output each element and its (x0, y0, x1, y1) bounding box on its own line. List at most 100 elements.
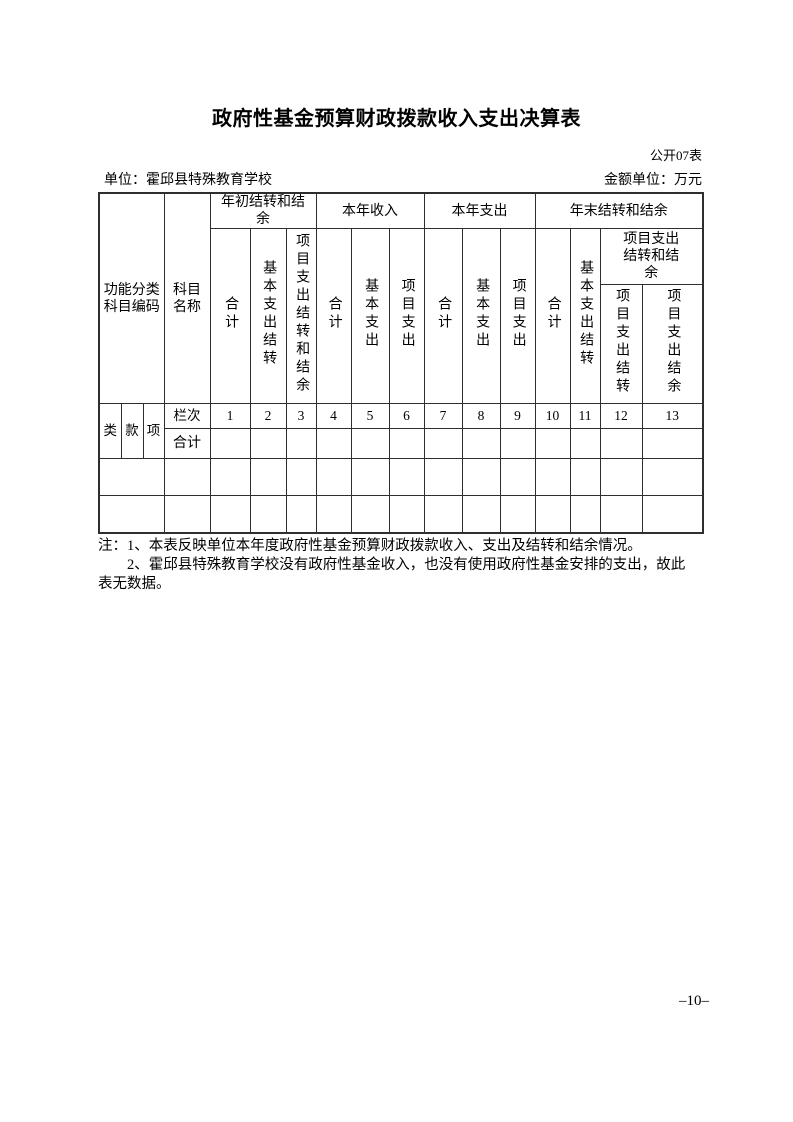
empty-data-cell (499, 495, 536, 534)
column-number-6: 6 (388, 403, 425, 430)
header-col-income-basic: 基本支出 (350, 228, 390, 405)
header-col-yearend-total-text: 合计 (545, 295, 561, 332)
document-title: 政府性基金预算财政拨款收入支出决算表 (212, 108, 581, 130)
empty-data-cell (423, 458, 463, 497)
row-label-total: 合计 (163, 428, 211, 460)
header-col-income-total-text: 合计 (326, 295, 342, 332)
empty-data-cell (423, 495, 463, 534)
header-col-beginning-total: 合计 (209, 228, 251, 405)
column-number-13: 13 (641, 403, 704, 430)
empty-data-cell (534, 428, 571, 460)
empty-data-cell (209, 428, 251, 460)
empty-data-cell (599, 495, 643, 534)
empty-data-cell (388, 458, 425, 497)
empty-data-cell (569, 495, 601, 534)
empty-data-cell (423, 428, 463, 460)
code-col-lei: 类 (98, 403, 122, 460)
empty-data-cell (534, 495, 571, 534)
header-col-yearend-project-surplus-text: 项目支出结余 (665, 287, 681, 396)
empty-data-cell (569, 428, 601, 460)
column-number-12: 12 (599, 403, 643, 430)
header-col-income-project-text: 项目支出 (399, 277, 415, 350)
header-col-yearend-basic-carryover: 基本支出结转 (569, 228, 601, 405)
header-subgroup-project-balance: 项目支出 结转和结 余 (599, 228, 704, 286)
column-number-3: 3 (285, 403, 317, 430)
column-number-4: 4 (315, 403, 352, 430)
empty-data-cell (315, 495, 352, 534)
header-col-beginning-basic-carryover-text: 基本支出结转 (261, 259, 277, 368)
header-col-expenditure-basic: 基本支出 (461, 228, 501, 405)
header-group-current-expenditure: 本年支出 (423, 192, 536, 230)
column-number-5: 5 (350, 403, 390, 430)
header-col-beginning-basic-carryover: 基本支出结转 (249, 228, 287, 405)
header-col-expenditure-total-text: 合计 (436, 295, 452, 332)
header-col-income-project: 项目支出 (388, 228, 425, 405)
header-group-beginning-balance: 年初结转和结 余 (209, 192, 317, 230)
empty-data-cell (641, 428, 704, 460)
empty-data-cell (534, 458, 571, 497)
header-group-yearend-balance: 年末结转和结余 (534, 192, 704, 230)
empty-data-cell (315, 458, 352, 497)
column-number-2: 2 (249, 403, 287, 430)
empty-data-cell (350, 458, 390, 497)
unit-label: 单位：霍邱县特殊教育学校 (104, 173, 272, 188)
column-number-8: 8 (461, 403, 501, 430)
empty-data-cell (641, 495, 704, 534)
header-subject-name-cell: 科目 名称 (163, 192, 211, 405)
empty-code-cell (98, 458, 165, 497)
empty-data-cell (499, 428, 536, 460)
empty-data-cell (388, 495, 425, 534)
empty-data-cell (285, 458, 317, 497)
empty-data-cell (569, 458, 601, 497)
header-col-yearend-basic-carryover-text: 基本支出结转 (578, 259, 594, 368)
empty-data-cell (461, 495, 501, 534)
empty-code-cell (98, 495, 165, 534)
empty-data-cell (209, 495, 251, 534)
empty-data-cell (209, 458, 251, 497)
empty-data-cell (599, 428, 643, 460)
header-func-code-cell: 功能分类 科目编码 (98, 192, 165, 405)
empty-data-cell (285, 495, 317, 534)
empty-data-cell (249, 428, 287, 460)
note-line-2: 2、霍邱县特殊教育学校没有政府性基金收入，也没有使用政府性基金安排的支出，故此 (127, 557, 686, 573)
empty-data-cell (163, 495, 211, 534)
row-label-lanci: 栏次 (163, 403, 211, 430)
header-col-yearend-project-carryover: 项目支出结转 (599, 284, 643, 405)
header-col-expenditure-project: 项目支出 (499, 228, 536, 405)
header-col-income-total: 合计 (315, 228, 352, 405)
notes: 注：1、本表反映单位本年度政府性基金预算财政拨款收入、支出及结转和结余情况。 2… (98, 537, 718, 594)
note-line-3: 表无数据。 (98, 576, 171, 592)
empty-data-cell (388, 428, 425, 460)
column-number-9: 9 (499, 403, 536, 430)
column-number-10: 10 (534, 403, 571, 430)
header-col-beginning-project-balance-text: 项目支出结转和结余 (294, 232, 310, 395)
header-col-yearend-project-carryover-text: 项目支出结转 (614, 287, 630, 396)
header-col-expenditure-project-text: 项目支出 (510, 277, 526, 350)
header-group-current-income: 本年收入 (315, 192, 425, 230)
empty-data-cell (499, 458, 536, 497)
empty-data-cell (285, 428, 317, 460)
column-number-11: 11 (569, 403, 601, 430)
note-line-1: 注：1、本表反映单位本年度政府性基金预算财政拨款收入、支出及结转和结余情况。 (98, 538, 642, 554)
header-col-expenditure-basic-text: 基本支出 (474, 277, 490, 350)
empty-data-cell (163, 458, 211, 497)
header-col-yearend-project-surplus: 项目支出结余 (641, 284, 704, 405)
header-col-yearend-total: 合计 (534, 228, 571, 405)
empty-data-cell (599, 458, 643, 497)
header-col-income-basic-text: 基本支出 (363, 277, 379, 350)
page-number: –10– (679, 993, 709, 1009)
empty-data-cell (315, 428, 352, 460)
form-code-label: 公开07表 (649, 148, 702, 163)
empty-data-cell (249, 495, 287, 534)
column-number-1: 1 (209, 403, 251, 430)
header-col-beginning-project-balance: 项目支出结转和结余 (285, 228, 317, 405)
code-col-kuan: 款 (120, 403, 144, 460)
header-col-expenditure-total: 合计 (423, 228, 463, 405)
column-number-7: 7 (423, 403, 463, 430)
header-col-beginning-total-text: 合计 (223, 295, 239, 332)
meta-row: 单位：霍邱县特殊教育学校 金额单位：万元 (104, 169, 702, 189)
empty-data-cell (461, 458, 501, 497)
empty-data-cell (461, 428, 501, 460)
code-col-xiang: 项 (142, 403, 165, 460)
